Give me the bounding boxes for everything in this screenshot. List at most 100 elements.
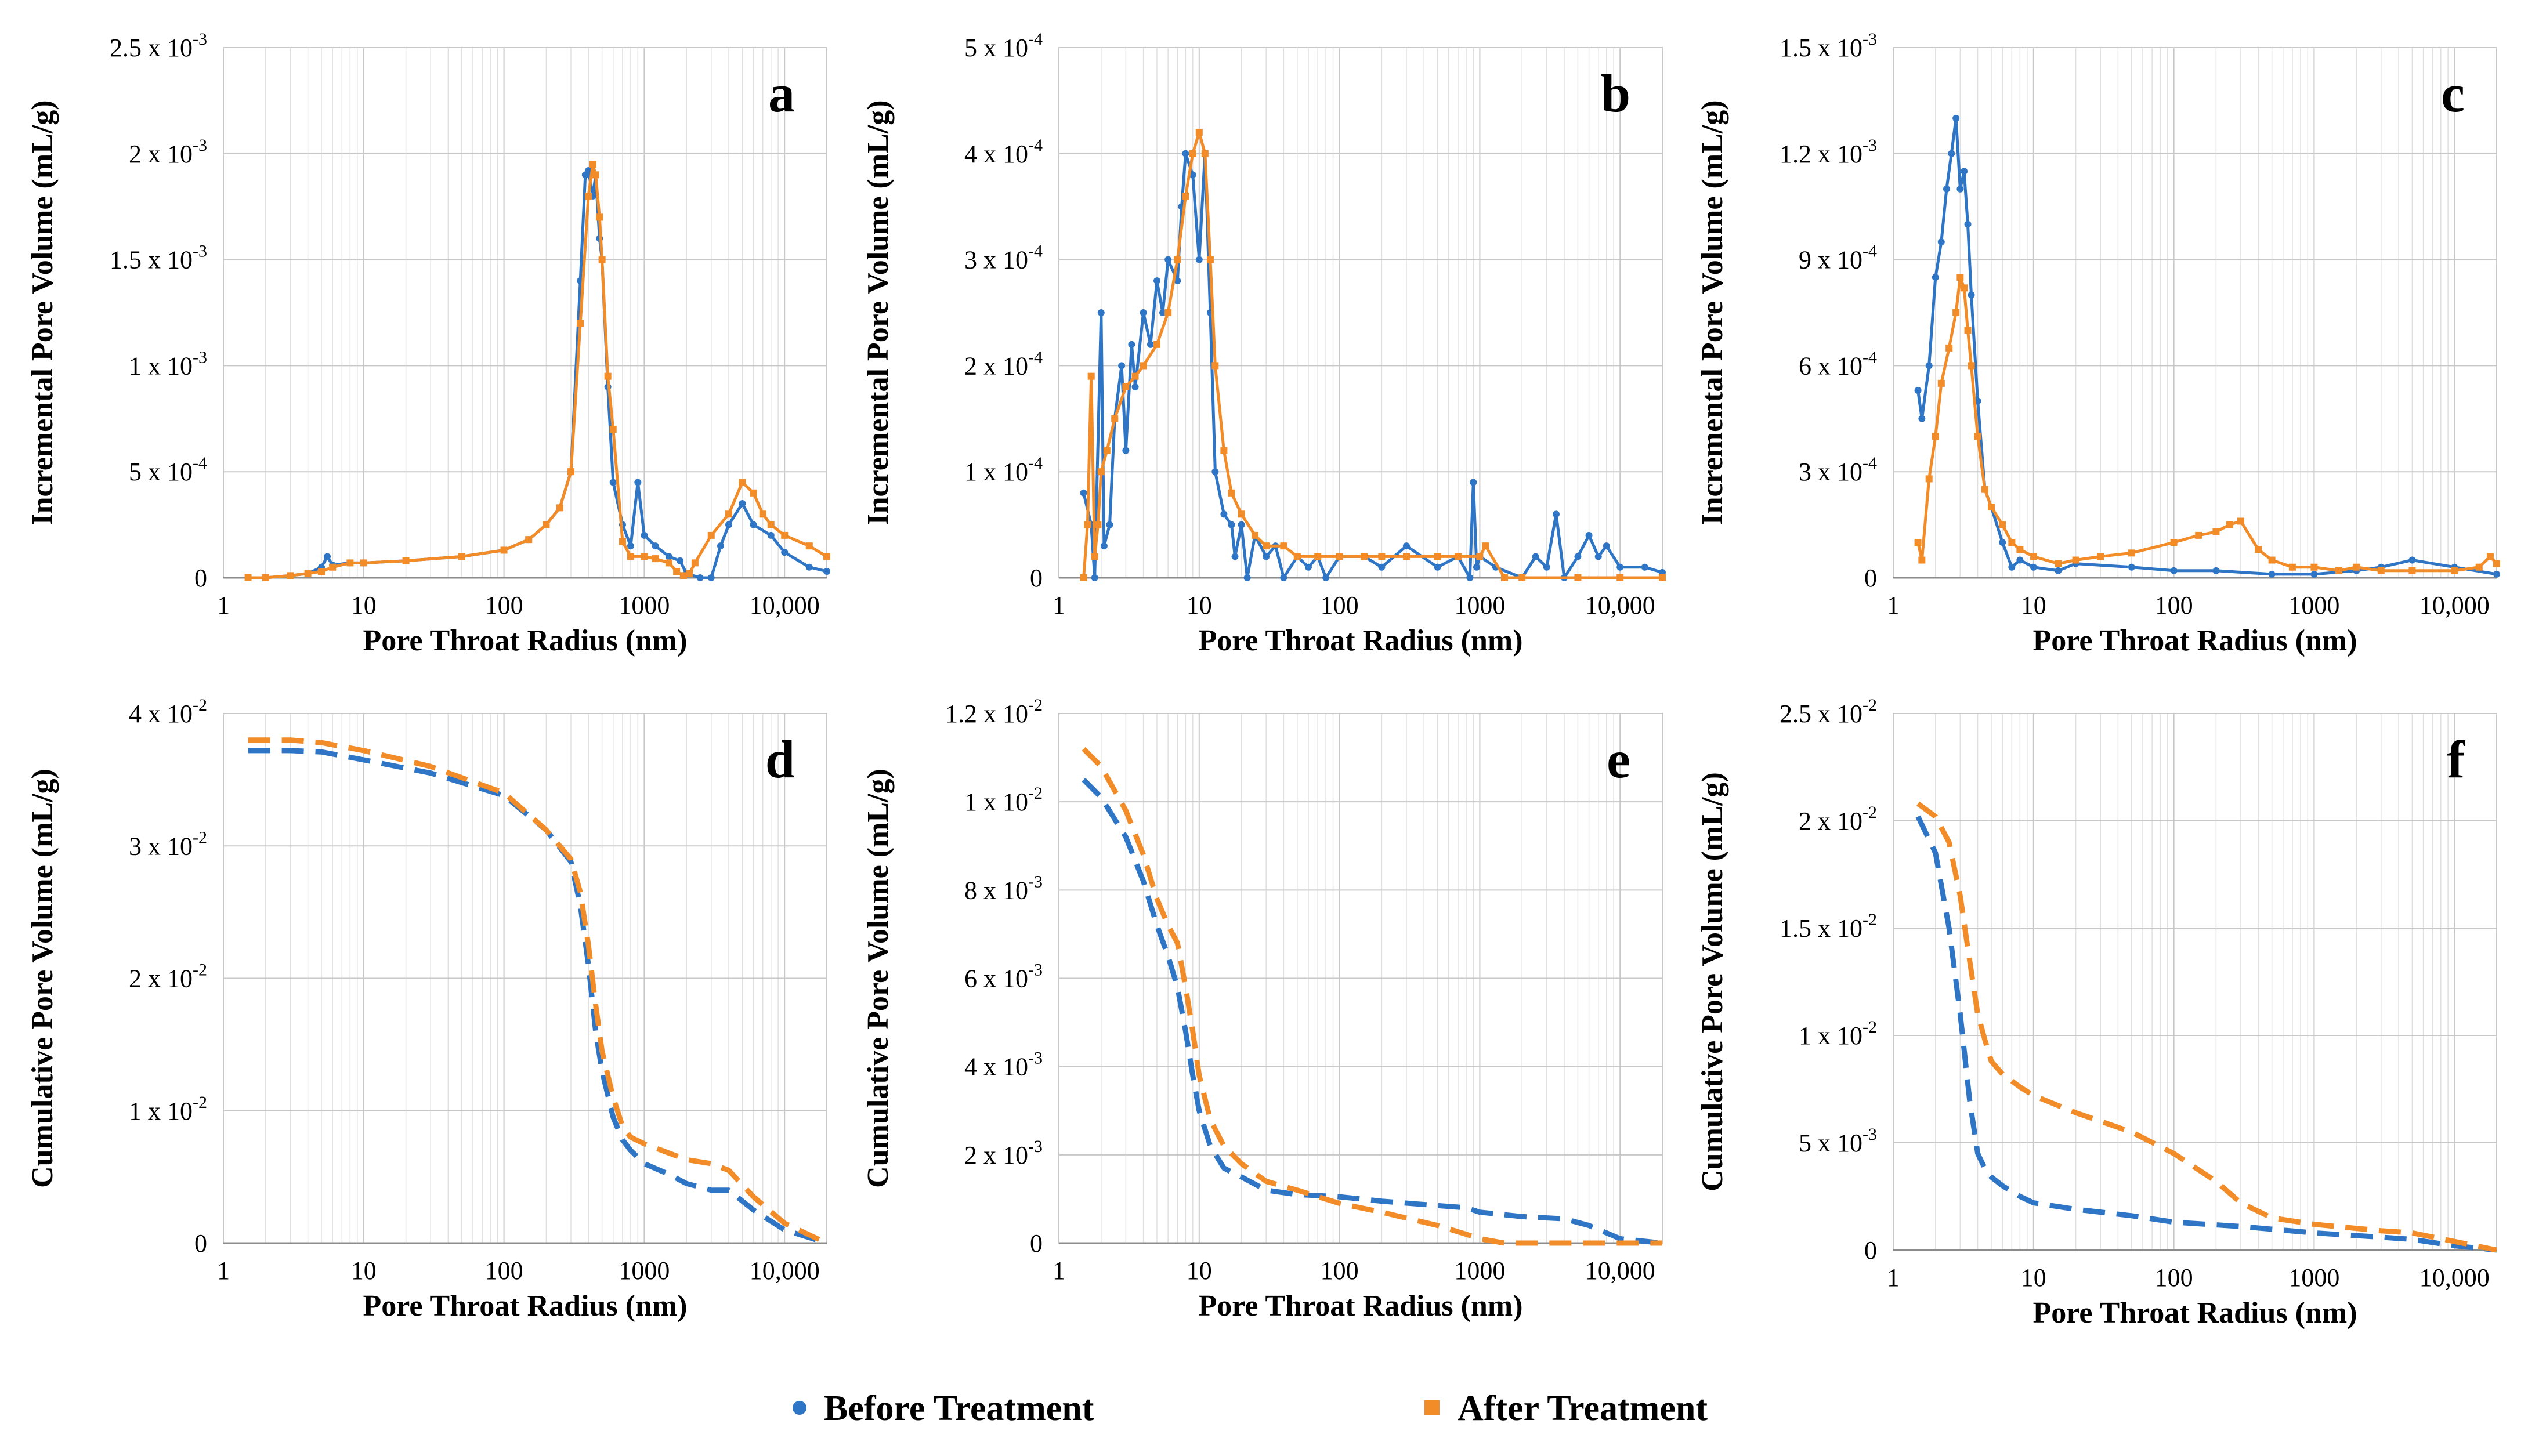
y-tick-label: 1 x 10-3 — [129, 347, 207, 380]
before-treatment-point — [750, 521, 757, 528]
after-treatment-point — [1981, 486, 1988, 493]
x-tick-label: 10 — [1187, 591, 1212, 620]
after-treatment-point — [2377, 567, 2385, 574]
after-treatment-point — [767, 521, 775, 528]
after-treatment-point — [1201, 150, 1209, 157]
after-treatment-point — [609, 426, 617, 433]
before-treatment-point — [2268, 570, 2276, 578]
after-treatment-point — [665, 559, 672, 567]
y-tick-label: 4 x 10-4 — [964, 136, 1043, 168]
y-tick-exponent: -3 — [193, 347, 207, 367]
after-treatment-point — [679, 572, 687, 579]
y-tick-label: 0 — [194, 1229, 207, 1258]
y-tick-mantissa: 1 x 10 — [129, 1097, 193, 1125]
after-treatment-point — [1238, 510, 1245, 518]
y-tick-exponent: -3 — [193, 30, 207, 49]
after-treatment-point — [2016, 546, 2024, 553]
legend-before-label: Before Treatment — [824, 1389, 1094, 1428]
after-treatment-point — [1153, 341, 1161, 348]
before-treatment-point — [1948, 150, 1955, 157]
before-treatment-point — [1585, 531, 1593, 539]
after-treatment-point — [652, 555, 659, 563]
before-treatment-point — [1174, 277, 1181, 285]
after-treatment-point — [2030, 553, 2037, 560]
x-tick-label: 100 — [485, 1256, 523, 1285]
y-axis-title: Incremental Pore Volume (mL/g) — [26, 100, 59, 525]
y-tick-mantissa: 1 x 10 — [964, 458, 1028, 486]
y-tick-label: 8 x 10-3 — [964, 872, 1043, 904]
y-tick-exponent: -3 — [1028, 1137, 1043, 1156]
x-tick-label: 1 — [217, 591, 230, 620]
after-treatment-point — [707, 531, 715, 539]
before-treatment-point — [1182, 150, 1189, 157]
x-tick-label: 1000 — [2288, 591, 2339, 620]
x-tick-label: 1 — [1887, 1263, 1900, 1292]
after-treatment-point — [598, 256, 606, 263]
after-treatment-point — [500, 546, 508, 554]
y-axis-title: Cumulative Pore Volume (mL/g) — [862, 769, 895, 1188]
before-treatment-point — [2055, 567, 2062, 574]
x-axis-title: Pore Throat Radius (nm) — [2032, 624, 2357, 657]
before-treatment-point — [1543, 563, 1550, 571]
after-treatment-point — [458, 553, 465, 560]
y-tick-mantissa: 2 x 10 — [964, 352, 1028, 380]
before-treatment-point — [2310, 570, 2318, 578]
after-treatment-point — [673, 568, 681, 575]
after-treatment-point — [619, 538, 626, 545]
x-tick-label: 10,000 — [2419, 1263, 2490, 1292]
before-treatment-point — [324, 553, 331, 560]
y-axis-title: Incremental Pore Volume (mL/g) — [1696, 100, 1729, 525]
panel-letter: d — [765, 730, 795, 789]
before-treatment-point — [739, 500, 746, 508]
before-treatment-point — [585, 167, 592, 175]
after-treatment-point — [2072, 556, 2079, 564]
after-treatment-point — [1094, 521, 1102, 528]
x-axis-title: Pore Throat Radius (nm) — [1198, 1290, 1522, 1323]
y-tick-label: 0 — [194, 564, 207, 592]
y-tick-mantissa: 1 x 10 — [1799, 1022, 1862, 1050]
after-treatment-point — [1189, 150, 1196, 157]
y-tick-exponent: -3 — [1028, 961, 1043, 980]
y-tick-label: 9 x 10-4 — [1799, 242, 1877, 274]
y-tick-mantissa: 2 x 10 — [129, 965, 193, 993]
x-tick-label: 1 — [1887, 591, 1900, 620]
y-tick-mantissa: 4 x 10 — [964, 140, 1028, 168]
after-treatment-point — [759, 510, 766, 518]
after-treatment-point — [1961, 284, 1968, 292]
after-treatment-point — [2493, 560, 2500, 567]
after-treatment-point — [1574, 574, 1582, 581]
y-tick-label: 3 x 10-4 — [964, 242, 1043, 274]
y-tick-mantissa: 2 x 10 — [1799, 807, 1862, 835]
after-treatment-point — [589, 161, 596, 168]
after-treatment-point — [525, 536, 533, 544]
x-tick-label: 1 — [1053, 1256, 1065, 1285]
after-treatment-point — [585, 192, 592, 200]
x-tick-label: 1000 — [619, 591, 670, 620]
before-treatment-point — [1322, 574, 1330, 581]
y-tick-exponent: -3 — [1862, 136, 1877, 155]
before-treatment-point — [1231, 553, 1239, 560]
after-treatment-point — [691, 559, 699, 567]
y-tick-mantissa: 2 x 10 — [129, 140, 193, 168]
y-tick-label: 1 x 10-4 — [964, 454, 1043, 486]
before-treatment-point — [1402, 542, 1410, 550]
y-tick-exponent: -4 — [1028, 30, 1043, 49]
after-treatment-point — [262, 574, 269, 581]
y-tick-exponent: -3 — [1028, 872, 1043, 891]
after-treatment-point — [1220, 447, 1228, 454]
before-treatment-point — [1914, 387, 1922, 394]
after-treatment-point — [2195, 531, 2202, 539]
legend: Before Treatment After Treatment — [793, 1389, 1708, 1428]
before-treatment-point — [1473, 563, 1481, 571]
x-axis-title: Pore Throat Radius (nm) — [2032, 1296, 2357, 1330]
before-treatment-point — [652, 542, 659, 550]
legend-after-marker — [1424, 1400, 1440, 1415]
before-treatment-point — [1140, 309, 1147, 316]
after-treatment-point — [1518, 574, 1526, 581]
before-treatment-point — [1574, 553, 1582, 560]
before-treatment-point — [696, 574, 704, 581]
before-treatment-point — [1956, 185, 1964, 193]
after-treatment-point — [1956, 274, 1964, 281]
after-treatment-point — [1252, 531, 1259, 539]
